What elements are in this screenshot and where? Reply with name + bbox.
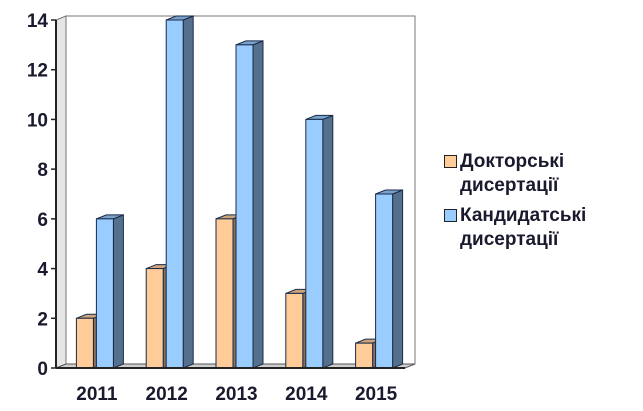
bars xyxy=(75,15,404,369)
bar-front xyxy=(285,292,304,369)
y-tick-label-6: 12 xyxy=(27,61,48,82)
legend-swatch-candidate xyxy=(444,209,457,222)
bar-side xyxy=(112,214,124,369)
bar-candidate-2015 xyxy=(375,189,404,369)
y-tick-label-3: 6 xyxy=(37,210,48,231)
bar-candidate-2013 xyxy=(235,40,264,369)
bar-side xyxy=(252,40,264,369)
bar-front xyxy=(145,268,164,369)
legend-item-candidate: Кандидатські дисертації xyxy=(444,204,640,252)
legend-label-doctoral: Докторські дисертації xyxy=(460,151,565,196)
bar-side xyxy=(392,189,404,369)
legend-item-doctoral: Докторські дисертації xyxy=(444,150,640,198)
bar-front xyxy=(215,218,234,369)
x-tick-label-2015: 2015 xyxy=(355,384,398,405)
bar-side xyxy=(182,15,194,369)
bar-front xyxy=(305,118,324,369)
side-wall xyxy=(55,15,67,369)
legend-label-candidate: Кандидатські дисертації xyxy=(460,205,587,250)
y-tick-label-5: 10 xyxy=(27,110,48,131)
y-tick-label-1: 2 xyxy=(37,309,48,330)
x-tick-label-2012: 2012 xyxy=(146,384,188,405)
y-tick-label-2: 4 xyxy=(37,260,48,281)
x-tick-label-2011: 2011 xyxy=(76,384,118,405)
bar-front xyxy=(235,44,254,369)
y-tick-label-4: 8 xyxy=(37,160,48,181)
x-axis: 2011 2012 2013 2014 2015 xyxy=(56,367,405,405)
legend: Докторські дисертації Кандидатські дисер… xyxy=(444,150,640,258)
y-tick-label-7: 14 xyxy=(27,11,49,32)
bar-side xyxy=(322,114,334,369)
bar-front xyxy=(355,342,374,369)
y-tick-label-0: 0 xyxy=(37,359,48,380)
bar-front xyxy=(165,19,184,369)
bar-front xyxy=(95,218,114,369)
bar-candidate-2012 xyxy=(165,15,194,369)
bar-candidate-2011 xyxy=(95,214,124,369)
bar-candidate-2014 xyxy=(305,114,334,369)
legend-swatch-doctoral xyxy=(444,155,457,168)
x-tick-label-2013: 2013 xyxy=(215,384,257,405)
bar-front xyxy=(75,317,94,369)
bar-front xyxy=(375,193,394,369)
y-axis: 0 2 4 6 8 10 12 14 xyxy=(27,11,57,380)
x-tick-label-2014: 2014 xyxy=(285,384,328,405)
